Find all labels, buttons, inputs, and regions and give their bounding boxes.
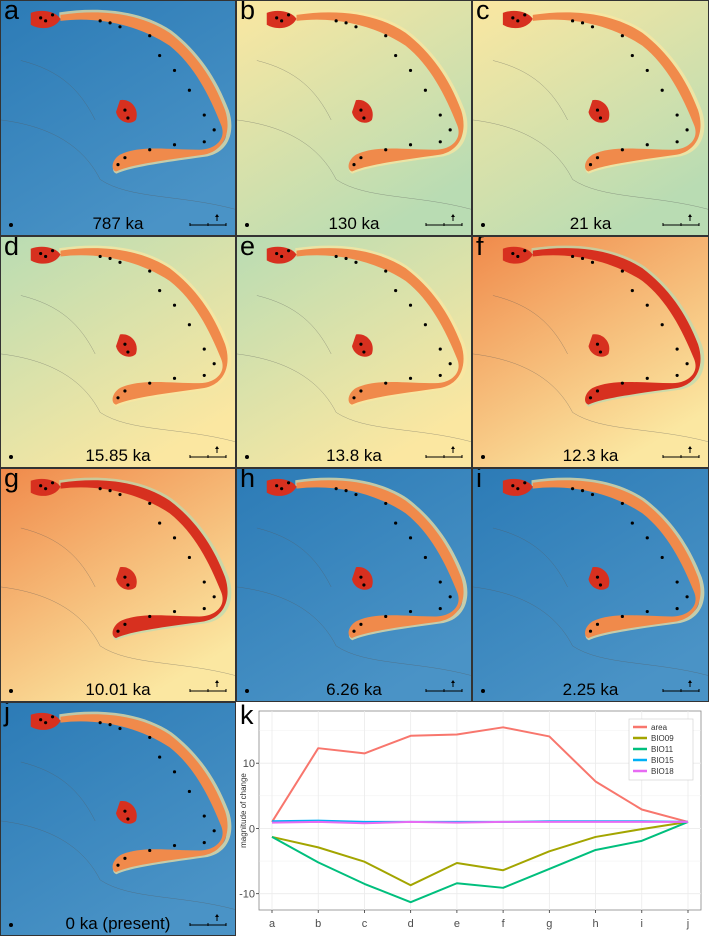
panel-letter: c [476,0,490,25]
age-label: 10.01 ka [85,680,151,699]
corner-marker [9,455,13,459]
plot-area [258,710,702,911]
x-tick-label: d [408,918,414,930]
suitability-map [1,1,235,235]
scale-bar-icon [189,446,227,458]
corner-marker [481,689,485,693]
scale-bar-icon [425,680,463,692]
scale-bar-icon [189,214,227,226]
legend-entry: BIO09 [651,734,674,743]
suitability-map [473,237,708,467]
corner-marker [481,455,485,459]
corner-marker [245,223,249,227]
age-label: 2.25 ka [562,680,619,699]
suitability-map [237,469,471,701]
map-panel-j: j 0 ka (present) [0,702,236,936]
corner-marker [481,223,485,227]
panel-letter: e [240,236,256,261]
corner-marker [9,689,13,693]
suitability-map [1,703,235,935]
scale-bar-icon [189,914,227,926]
map-panel-b: b 130 ka [236,0,472,236]
panel-letter: j [4,702,10,727]
series-line-bio11 [271,820,689,904]
age-label: 6.26 ka [326,680,382,699]
series-line-bio09 [271,820,689,887]
x-tick-label: a [269,918,276,930]
age-label: 0 ka (present) [65,914,171,933]
y-tick-label: 10 [243,758,255,770]
corner-marker [245,689,249,693]
suitability-map [1,237,235,467]
x-tick-label: i [641,918,643,930]
map-panel-i: i 2.25 ka [472,468,709,702]
x-tick-label: e [454,918,460,930]
legend-entry: BIO18 [651,767,674,776]
map-panel-d: d 15.85 ka [0,236,236,468]
corner-marker [245,455,249,459]
corner-marker [9,223,13,227]
x-tick-label: b [315,918,321,930]
map-panel-a: a 787 ka [0,0,236,236]
chart-svg: -10 0 10 a b c d e f g h i j magnitude of change area B… [239,702,702,930]
suitability-map [473,469,708,701]
scale-bar-icon [425,446,463,458]
series-line-area [271,726,689,823]
map-panel-f: f 12.3 ka [472,236,709,468]
panel-letter: i [476,468,482,493]
panel-letter: g [4,468,20,493]
corner-marker [9,923,13,927]
y-tick-label: -10 [239,889,255,901]
change-magnitude-chart: -10 0 10 a b c d e f g h i j magnitude of change area B… [237,702,709,936]
legend-entry: area [651,723,668,732]
map-panel-h: h 6.26 ka [236,468,472,702]
scale-bar-icon [662,446,700,458]
age-label: 13.8 ka [326,446,382,465]
scale-bar-icon [425,214,463,226]
scale-bar-icon [662,214,700,226]
panel-letter: h [240,468,256,493]
age-label: 21 ka [569,214,612,233]
age-label: 787 ka [92,214,144,233]
panel-letter: a [4,0,20,25]
panel-letter: f [476,236,484,261]
panel-letter: k [240,702,254,730]
x-tick-label: g [546,918,552,930]
map-panel-g: g 10.01 ka [0,468,236,702]
map-panel-e: e 13.8 ka [236,236,472,468]
age-label: 15.85 ka [85,446,151,465]
map-panel-c: c 21 ka [472,0,709,236]
legend-entry: BIO11 [651,745,674,754]
x-tick-label: j [686,918,689,930]
suitability-map [473,1,708,235]
y-axis-title: magnitude of change [239,773,248,848]
suitability-map [237,1,471,235]
scale-bar-icon [189,680,227,692]
y-tick-label: 0 [249,823,255,835]
x-tick-label: f [502,918,506,930]
panel-letter: b [240,0,256,25]
legend-entry: BIO15 [651,756,674,765]
x-tick-label: h [592,918,598,930]
suitability-map [237,237,471,467]
age-label: 130 ka [328,214,380,233]
panel-letter: d [4,236,20,261]
series-line-bio18 [271,820,688,825]
x-tick-label: c [362,918,368,930]
scale-bar-icon [662,680,700,692]
suitability-map [1,469,235,701]
age-label: 12.3 ka [562,446,619,465]
